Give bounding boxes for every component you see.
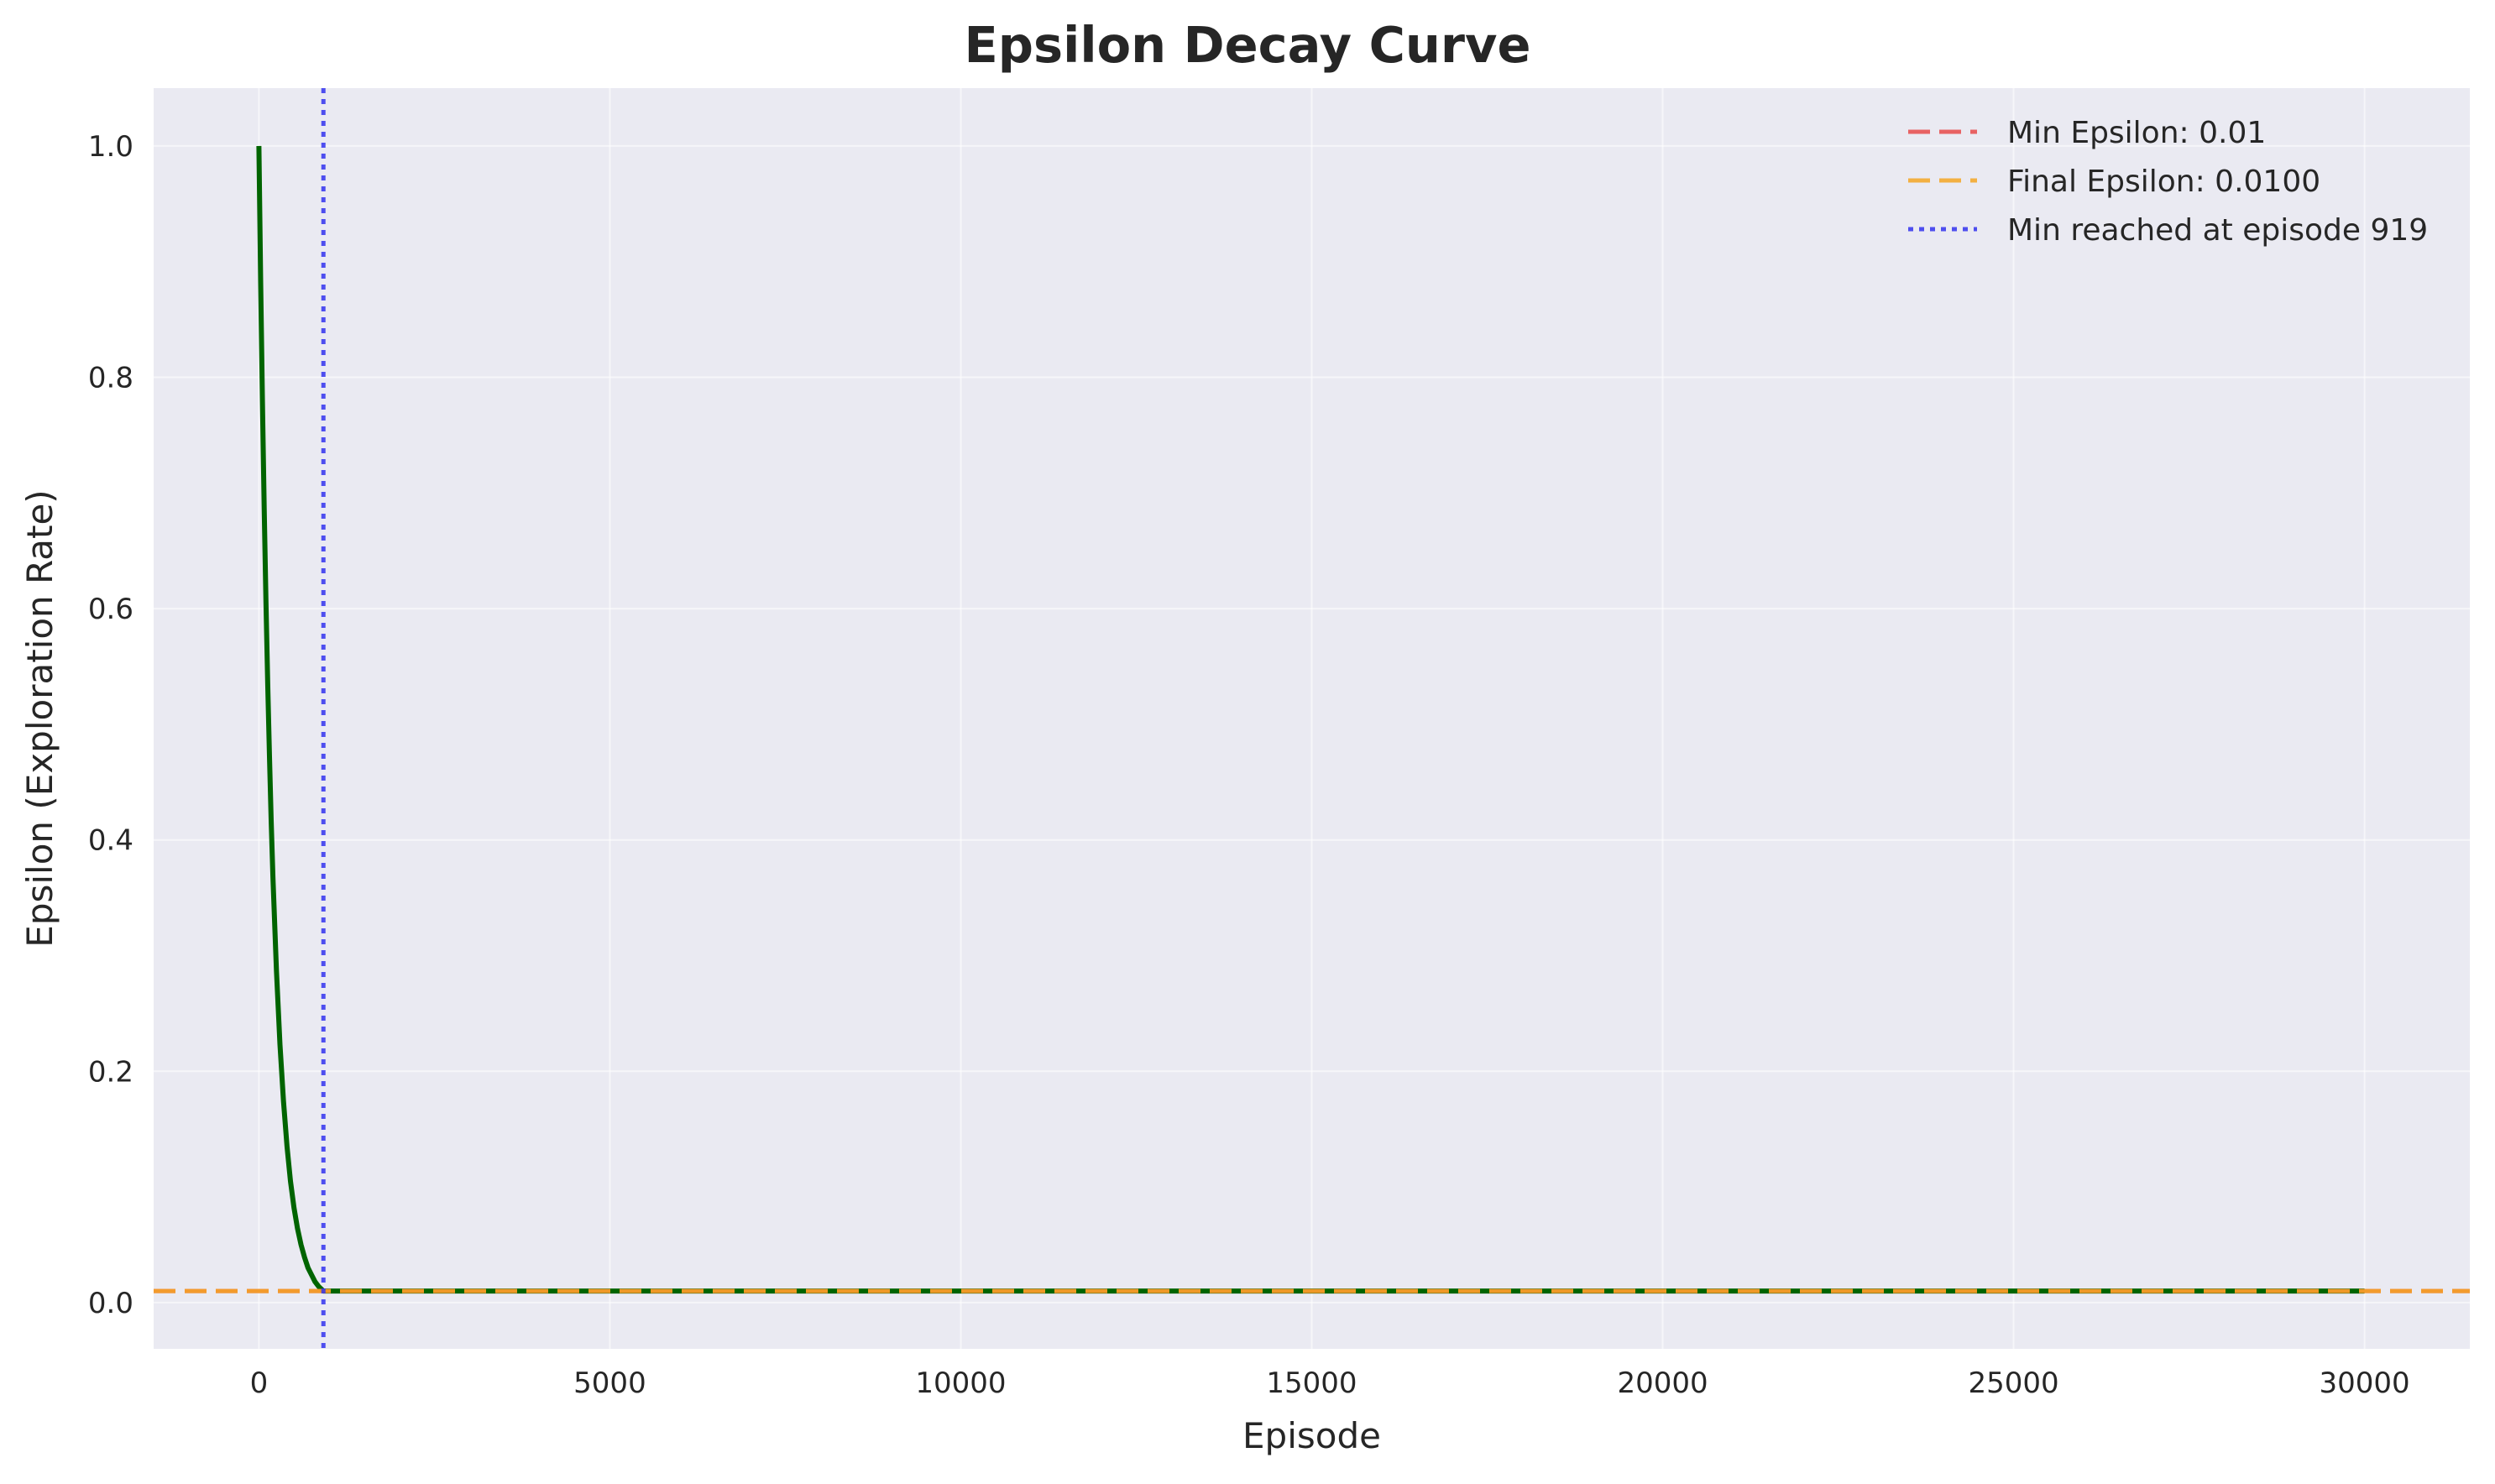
- x-tick-label: 0: [250, 1366, 269, 1400]
- legend-label: Min reached at episode 919: [2007, 213, 2428, 248]
- x-tick-label: 30000: [2320, 1366, 2410, 1400]
- y-tick-label: 0.6: [88, 593, 133, 626]
- x-tick-labels: 0 5000 10000 15000 20000 25000 30000: [250, 1366, 2410, 1400]
- y-tick-label: 0.0: [88, 1287, 133, 1320]
- x-tick-label: 15000: [1266, 1366, 1357, 1400]
- x-tick-label: 10000: [915, 1366, 1006, 1400]
- x-tick-label: 25000: [1968, 1366, 2058, 1400]
- y-tick-label: 1.0: [88, 130, 133, 164]
- legend-label: Final Epsilon: 0.0100: [2007, 165, 2320, 199]
- y-tick-label: 0.2: [88, 1055, 133, 1089]
- y-tick-label: 0.8: [88, 361, 133, 395]
- y-tick-label: 0.4: [88, 824, 133, 858]
- chart-title: Epsilon Decay Curve: [964, 16, 1530, 74]
- x-axis-label: Episode: [1242, 1415, 1381, 1456]
- legend: Min Epsilon: 0.01 Final Epsilon: 0.0100 Mi…: [1908, 116, 2428, 248]
- x-tick-label: 20000: [1617, 1366, 1708, 1400]
- x-tick-label: 5000: [573, 1366, 646, 1400]
- y-axis-label: Epsilon (Exploration Rate): [19, 489, 60, 947]
- reference-lines: [154, 88, 2470, 1349]
- y-tick-labels: 0.0 0.2 0.4 0.6 0.8 1.0: [88, 130, 133, 1320]
- grid-lines: [154, 88, 2470, 1349]
- legend-label: Min Epsilon: 0.01: [2007, 116, 2266, 150]
